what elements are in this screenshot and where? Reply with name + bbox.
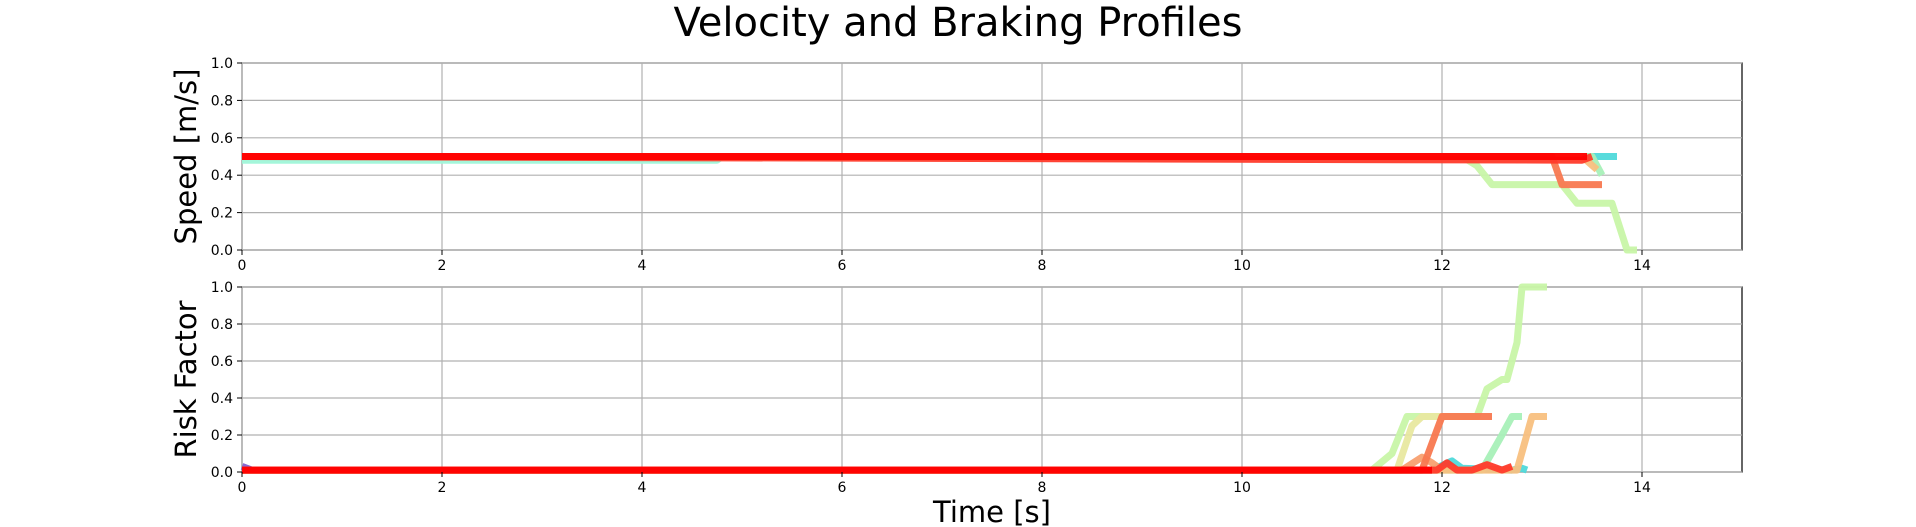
risk-x-tick-label: 8 — [1038, 480, 1047, 496]
risk-x-tick-label: 14 — [1633, 480, 1651, 496]
speed-x-tick-label: 12 — [1433, 258, 1451, 274]
risk-panel: 0 2 4 6 8 10 12 14 0.0 0.2 0.4 0.6 0.8 1.0 Risk Facto… — [169, 280, 1743, 527]
speed-x-tick-label: 2 — [438, 258, 447, 274]
risk-y-tick-label: 0.8 — [211, 317, 233, 333]
time-x-axis-label: Time [s] — [932, 495, 1051, 527]
risk-series-line-4 — [242, 283, 1547, 474]
speed-series-line-3 — [242, 153, 1637, 254]
speed-y-tick-label: 0.6 — [211, 131, 233, 147]
speed-series — [241, 153, 1637, 254]
speed-x-tick-label: 8 — [1038, 258, 1047, 274]
figure-title: Velocity and Braking Profiles — [674, 0, 1243, 46]
speed-x-tick-label: 10 — [1233, 258, 1251, 274]
risk-series-line-6 — [242, 413, 1547, 474]
speed-y-tick-label: 0.2 — [211, 206, 233, 222]
risk-y-tick-label: 1.0 — [211, 280, 233, 296]
speed-x-tick-label: 0 — [238, 258, 247, 274]
risk-y-tick-label: 0.4 — [211, 391, 233, 407]
risk-series — [240, 283, 1547, 474]
risk-y-tick-label: 0.0 — [211, 465, 233, 481]
risk-y-tick-label: 0.6 — [211, 354, 233, 370]
speed-x-tick-label: 4 — [638, 258, 647, 274]
speed-axis-ticks: 0 2 4 6 8 10 12 14 0.0 0.2 0.4 0.6 0.8 1.0 — [211, 56, 1651, 274]
speed-x-tick-label: 14 — [1633, 258, 1651, 274]
risk-axis-ticks: 0 2 4 6 8 10 12 14 0.0 0.2 0.4 0.6 0.8 1.0 — [211, 280, 1651, 496]
risk-series-line-3 — [242, 413, 1522, 474]
speed-grid — [241, 62, 1742, 251]
risk-x-tick-label: 10 — [1233, 480, 1251, 496]
speed-panel: 0 2 4 6 8 10 12 14 0.0 0.2 0.4 0.6 0.8 1.0 Speed [m/s… — [169, 56, 1743, 274]
risk-series-line-9 — [242, 459, 1514, 474]
speed-y-tick-label: 0.4 — [211, 168, 233, 184]
speed-y-axis-label: Speed [m/s] — [169, 69, 203, 245]
risk-x-tick-label: 6 — [838, 480, 847, 496]
risk-x-tick-label: 2 — [438, 480, 447, 496]
risk-series-line-8 — [242, 413, 1492, 474]
risk-y-tick-label: 0.2 — [211, 428, 233, 444]
risk-x-tick-label: 12 — [1433, 480, 1451, 496]
risk-x-tick-label: 4 — [638, 480, 647, 496]
speed-y-tick-label: 1.0 — [211, 56, 233, 72]
risk-x-tick-label: 0 — [238, 480, 247, 496]
speed-y-tick-label: 0.0 — [211, 243, 233, 259]
speed-x-tick-label: 6 — [838, 258, 847, 274]
speed-y-tick-label: 0.8 — [211, 93, 233, 109]
risk-y-axis-label: Risk Factor — [169, 300, 203, 458]
